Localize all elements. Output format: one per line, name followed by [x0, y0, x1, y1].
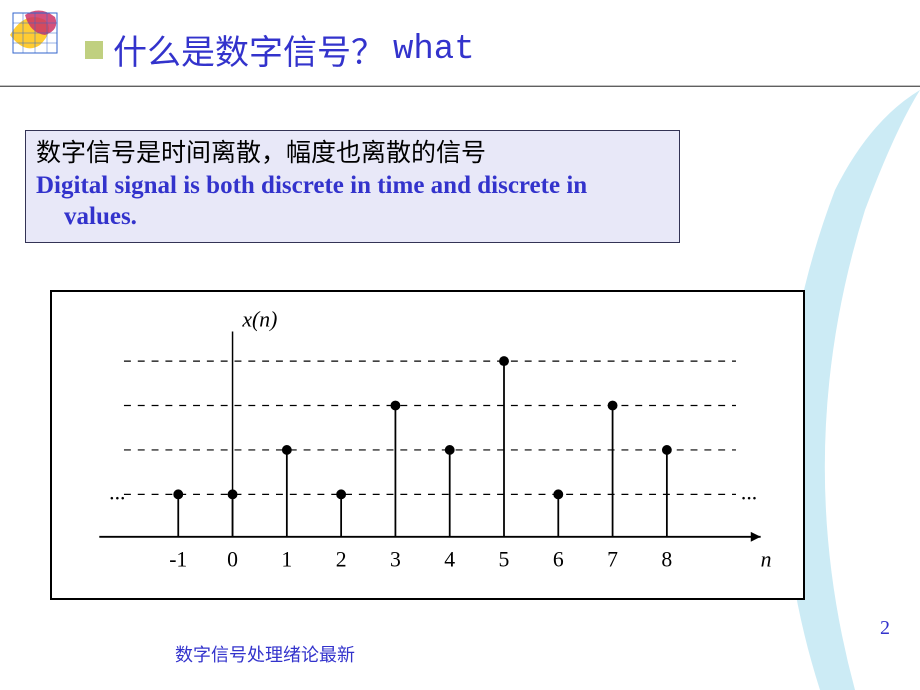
page-number: 2 — [880, 617, 890, 640]
definition-chinese: 数字信号是时间离散，幅度也离散的信号 — [36, 137, 669, 170]
footer-text: 数字信号处理绪论最新 — [175, 641, 355, 667]
title-bullet-icon — [85, 41, 103, 59]
slide-title: 什么是数字信号？ what — [85, 25, 475, 74]
svg-text:n: n — [761, 547, 772, 571]
svg-text:x(n): x(n) — [241, 308, 277, 332]
svg-text:3: 3 — [390, 547, 401, 571]
svg-text:8: 8 — [661, 547, 672, 571]
horizontal-divider — [0, 85, 920, 87]
svg-text:...: ... — [741, 480, 757, 504]
svg-text:0: 0 — [227, 547, 238, 571]
definition-box: 数字信号是时间离散，幅度也离散的信号 Digital signal is bot… — [25, 130, 680, 243]
svg-text:-1: -1 — [169, 547, 187, 571]
svg-text:7: 7 — [607, 547, 618, 571]
title-main-text: 什么是数字信号？ — [113, 25, 385, 74]
definition-english-line2: values. — [36, 201, 669, 232]
definition-english-line1: Digital signal is both discrete in time … — [36, 170, 669, 201]
svg-text:...: ... — [109, 480, 125, 504]
svg-text:1: 1 — [281, 547, 292, 571]
title-suffix-text: what — [393, 31, 475, 69]
svg-text:4: 4 — [444, 547, 455, 571]
svg-text:6: 6 — [553, 547, 564, 571]
stem-chart: x(n) -1 0 1 2 3 4 5 6 7 8 n...... — [50, 290, 805, 600]
svg-text:5: 5 — [499, 547, 510, 571]
svg-text:2: 2 — [336, 547, 347, 571]
corner-decoration-icon — [5, 5, 65, 60]
